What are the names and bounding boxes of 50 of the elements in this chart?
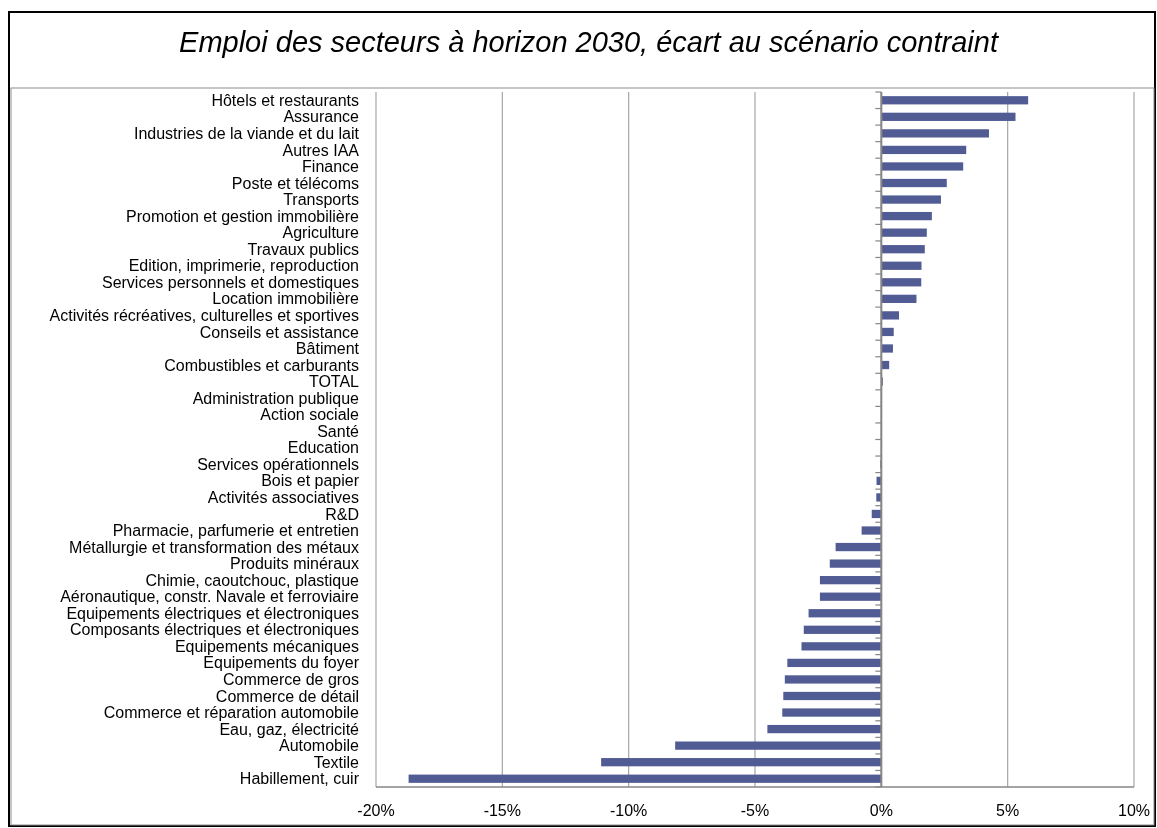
y-tick-label: Education bbox=[287, 439, 359, 457]
y-tick-label: Equipements électriques et électroniques bbox=[66, 604, 359, 622]
y-tick-label: Aéronautique, constr. Navale et ferroviaire bbox=[60, 588, 360, 606]
y-tick-label: Services opérationnels bbox=[197, 455, 359, 473]
y-tick-label: Eau, gaz, électricité bbox=[219, 720, 360, 738]
y-tick-label: Equipements du foyer bbox=[203, 654, 360, 672]
y-tick-label: Location immobilière bbox=[212, 290, 360, 308]
x-tick-label: 10% bbox=[1117, 802, 1151, 819]
y-tick-label: Edition, imprimerie, reproduction bbox=[128, 257, 359, 275]
y-tick-label: Commerce de détail bbox=[215, 687, 359, 705]
y-tick-label: Activités récréatives, culturelles et sportives bbox=[49, 306, 359, 324]
y-tick-label: Agriculture bbox=[282, 224, 360, 242]
y-tick-label: Textile bbox=[313, 753, 360, 771]
y-tick-label: Chimie, caoutchouc, plastique bbox=[145, 571, 360, 589]
y-tick-label: Composants électriques et électroniques bbox=[69, 621, 359, 639]
y-tick-label: Industries de la viande et du lait bbox=[133, 124, 360, 142]
x-tick-label: -10% bbox=[609, 802, 648, 819]
x-tick-label: 5% bbox=[996, 802, 1020, 819]
y-tick-label: Conseils et assistance bbox=[199, 323, 360, 341]
y-tick-label: Automobile bbox=[278, 737, 360, 755]
y-tick-label: R&D bbox=[325, 505, 359, 523]
y-tick-label: Autres IAA bbox=[282, 141, 360, 159]
y-tick-label: Action sociale bbox=[260, 406, 360, 424]
y-tick-label: Travaux publics bbox=[247, 240, 359, 258]
x-tick-label: 0% bbox=[869, 802, 893, 819]
x-tick-label: -5% bbox=[740, 802, 770, 819]
y-tick-label: Bois et papier bbox=[261, 472, 360, 490]
y-tick-label: Produits minéraux bbox=[230, 555, 359, 573]
y-tick-label: Bâtiment bbox=[295, 340, 360, 358]
y-tick-label: Commerce de gros bbox=[222, 671, 359, 689]
y-tick-label: Habillement, cuir bbox=[239, 770, 360, 788]
y-tick-label: Commerce et réparation automobile bbox=[103, 704, 360, 722]
y-tick-label: Transports bbox=[283, 191, 359, 209]
y-tick-label: Services personnels et domestiques bbox=[101, 273, 359, 291]
y-tick-label: Hôtels et restaurants bbox=[211, 91, 359, 109]
y-tick-label: Administration publique bbox=[192, 389, 360, 407]
y-tick-label: Santé bbox=[317, 422, 360, 440]
y-tick-label: TOTAL bbox=[308, 373, 360, 391]
y-tick-label: Assurance bbox=[283, 108, 360, 126]
y-tick-label: Combustibles et carburants bbox=[164, 356, 359, 374]
y-tick-label: Poste et télécoms bbox=[231, 174, 359, 192]
y-tick-label: Equipements mécaniques bbox=[174, 637, 359, 655]
y-tick-label: Finance bbox=[302, 158, 360, 176]
y-tick-label: Activités associatives bbox=[207, 489, 359, 507]
chart-title: Emploi des secteurs à horizon 2030, écart au scénario contraint bbox=[179, 26, 1000, 58]
y-tick-label: Métallurgie et transformation des métaux bbox=[69, 538, 359, 556]
y-tick-label: Promotion et gestion immobilière bbox=[126, 207, 360, 225]
x-tick-label: -20% bbox=[357, 802, 395, 819]
y-tick-label: Pharmacie, parfumerie et entretien bbox=[112, 522, 359, 540]
x-tick-label: -15% bbox=[483, 802, 522, 819]
